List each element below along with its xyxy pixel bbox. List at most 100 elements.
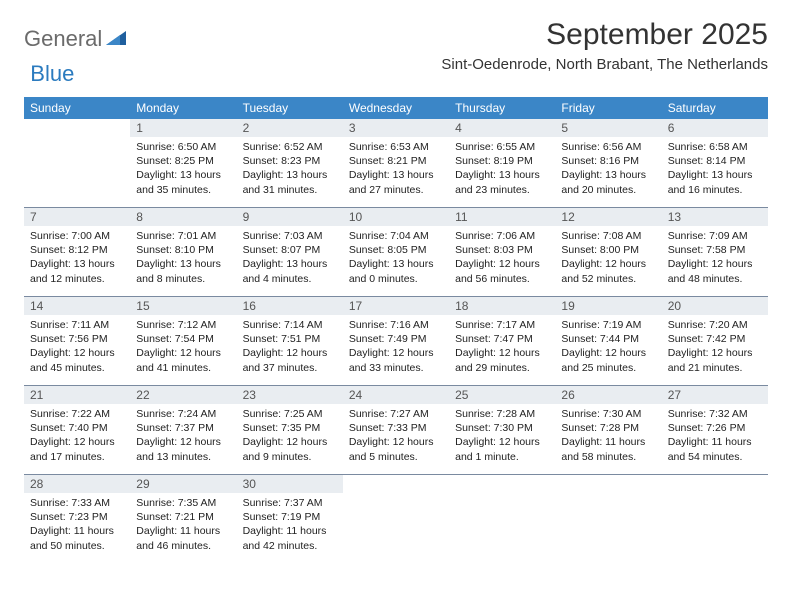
sunset-text: Sunset: 8:21 PM bbox=[349, 154, 443, 168]
calendar-day-cell: 15Sunrise: 7:12 AMSunset: 7:54 PMDayligh… bbox=[130, 297, 236, 386]
day-number: 4 bbox=[449, 119, 555, 137]
calendar-day-cell: 6Sunrise: 6:58 AMSunset: 8:14 PMDaylight… bbox=[662, 119, 768, 208]
daylight-text: Daylight: 12 hours and 37 minutes. bbox=[243, 346, 337, 374]
calendar-day-cell: 22Sunrise: 7:24 AMSunset: 7:37 PMDayligh… bbox=[130, 386, 236, 475]
day-number: 8 bbox=[130, 208, 236, 226]
daylight-text: Daylight: 11 hours and 54 minutes. bbox=[668, 435, 762, 463]
sunset-text: Sunset: 7:30 PM bbox=[455, 421, 549, 435]
sunrise-text: Sunrise: 7:04 AM bbox=[349, 229, 443, 243]
day-number: 12 bbox=[555, 208, 661, 226]
day-number: 27 bbox=[662, 386, 768, 404]
day-body: Sunrise: 7:30 AMSunset: 7:28 PMDaylight:… bbox=[555, 404, 661, 468]
calendar-day-cell: 28Sunrise: 7:33 AMSunset: 7:23 PMDayligh… bbox=[24, 475, 130, 564]
sunrise-text: Sunrise: 7:17 AM bbox=[455, 318, 549, 332]
page-title: September 2025 bbox=[441, 18, 768, 52]
weekday-sunday: Sunday bbox=[24, 97, 130, 119]
sunrise-text: Sunrise: 7:37 AM bbox=[243, 496, 337, 510]
day-number: 24 bbox=[343, 386, 449, 404]
day-body: Sunrise: 7:19 AMSunset: 7:44 PMDaylight:… bbox=[555, 315, 661, 379]
sunrise-text: Sunrise: 7:32 AM bbox=[668, 407, 762, 421]
sunset-text: Sunset: 8:19 PM bbox=[455, 154, 549, 168]
daylight-text: Daylight: 13 hours and 31 minutes. bbox=[243, 168, 337, 196]
calendar-day-cell: 14Sunrise: 7:11 AMSunset: 7:56 PMDayligh… bbox=[24, 297, 130, 386]
sunrise-text: Sunrise: 6:55 AM bbox=[455, 140, 549, 154]
daylight-text: Daylight: 11 hours and 42 minutes. bbox=[243, 524, 337, 552]
calendar-day-cell: 18Sunrise: 7:17 AMSunset: 7:47 PMDayligh… bbox=[449, 297, 555, 386]
day-body: Sunrise: 7:09 AMSunset: 7:58 PMDaylight:… bbox=[662, 226, 768, 290]
daylight-text: Daylight: 12 hours and 17 minutes. bbox=[30, 435, 124, 463]
calendar-day-cell: 25Sunrise: 7:28 AMSunset: 7:30 PMDayligh… bbox=[449, 386, 555, 475]
calendar-day-cell: 4 Sunrise: 6:55 AMSunset: 8:19 PMDaylight… bbox=[449, 119, 555, 208]
daylight-text: Daylight: 12 hours and 56 minutes. bbox=[455, 257, 549, 285]
sunrise-text: Sunrise: 6:58 AM bbox=[668, 140, 762, 154]
sunrise-text: Sunrise: 7:33 AM bbox=[30, 496, 124, 510]
calendar-table: Sunday Monday Tuesday Wednesday Thursday… bbox=[24, 97, 768, 563]
sunset-text: Sunset: 8:03 PM bbox=[455, 243, 549, 257]
daylight-text: Daylight: 12 hours and 13 minutes. bbox=[136, 435, 230, 463]
sunset-text: Sunset: 7:47 PM bbox=[455, 332, 549, 346]
weekday-tuesday: Tuesday bbox=[237, 97, 343, 119]
sunset-text: Sunset: 8:12 PM bbox=[30, 243, 124, 257]
day-number: 25 bbox=[449, 386, 555, 404]
day-number: 2 bbox=[237, 119, 343, 137]
day-body: Sunrise: 6:50 AMSunset: 8:25 PMDaylight:… bbox=[130, 137, 236, 201]
daylight-text: Daylight: 12 hours and 33 minutes. bbox=[349, 346, 443, 374]
day-body: Sunrise: 7:28 AMSunset: 7:30 PMDaylight:… bbox=[449, 404, 555, 468]
calendar-day-cell: 29Sunrise: 7:35 AMSunset: 7:21 PMDayligh… bbox=[130, 475, 236, 564]
sunset-text: Sunset: 7:40 PM bbox=[30, 421, 124, 435]
day-number: 10 bbox=[343, 208, 449, 226]
weekday-saturday: Saturday bbox=[662, 97, 768, 119]
sunrise-text: Sunrise: 6:52 AM bbox=[243, 140, 337, 154]
sunset-text: Sunset: 8:07 PM bbox=[243, 243, 337, 257]
weekday-monday: Monday bbox=[130, 97, 236, 119]
day-number: 13 bbox=[662, 208, 768, 226]
day-body: Sunrise: 7:12 AMSunset: 7:54 PMDaylight:… bbox=[130, 315, 236, 379]
daylight-text: Daylight: 13 hours and 12 minutes. bbox=[30, 257, 124, 285]
sunset-text: Sunset: 7:54 PM bbox=[136, 332, 230, 346]
calendar-day-cell bbox=[24, 119, 130, 208]
calendar-week-row: 1Sunrise: 6:50 AMSunset: 8:25 PMDaylight… bbox=[24, 119, 768, 208]
calendar-week-row: 14Sunrise: 7:11 AMSunset: 7:56 PMDayligh… bbox=[24, 297, 768, 386]
day-number: 9 bbox=[237, 208, 343, 226]
sunrise-text: Sunrise: 7:20 AM bbox=[668, 318, 762, 332]
calendar-day-cell bbox=[662, 475, 768, 564]
day-body: Sunrise: 7:06 AMSunset: 8:03 PMDaylight:… bbox=[449, 226, 555, 290]
day-number: 19 bbox=[555, 297, 661, 315]
daylight-text: Daylight: 11 hours and 50 minutes. bbox=[30, 524, 124, 552]
day-body: Sunrise: 7:01 AMSunset: 8:10 PMDaylight:… bbox=[130, 226, 236, 290]
sunrise-text: Sunrise: 7:03 AM bbox=[243, 229, 337, 243]
sunset-text: Sunset: 8:00 PM bbox=[561, 243, 655, 257]
day-number: 1 bbox=[130, 119, 236, 137]
sunset-text: Sunset: 7:33 PM bbox=[349, 421, 443, 435]
day-body: Sunrise: 6:58 AMSunset: 8:14 PMDaylight:… bbox=[662, 137, 768, 201]
day-body: Sunrise: 7:25 AMSunset: 7:35 PMDaylight:… bbox=[237, 404, 343, 468]
sunset-text: Sunset: 8:14 PM bbox=[668, 154, 762, 168]
day-body: Sunrise: 7:16 AMSunset: 7:49 PMDaylight:… bbox=[343, 315, 449, 379]
sunrise-text: Sunrise: 7:35 AM bbox=[136, 496, 230, 510]
day-number: 30 bbox=[237, 475, 343, 493]
daylight-text: Daylight: 13 hours and 35 minutes. bbox=[136, 168, 230, 196]
daylight-text: Daylight: 12 hours and 21 minutes. bbox=[668, 346, 762, 374]
sunrise-text: Sunrise: 7:24 AM bbox=[136, 407, 230, 421]
sunset-text: Sunset: 8:23 PM bbox=[243, 154, 337, 168]
sunset-text: Sunset: 7:37 PM bbox=[136, 421, 230, 435]
sunrise-text: Sunrise: 7:25 AM bbox=[243, 407, 337, 421]
calendar-day-cell: 26Sunrise: 7:30 AMSunset: 7:28 PMDayligh… bbox=[555, 386, 661, 475]
day-number: 15 bbox=[130, 297, 236, 315]
sunset-text: Sunset: 7:49 PM bbox=[349, 332, 443, 346]
calendar-week-row: 21Sunrise: 7:22 AMSunset: 7:40 PMDayligh… bbox=[24, 386, 768, 475]
page-subtitle: Sint-Oedenrode, North Brabant, The Nethe… bbox=[441, 56, 768, 73]
sunrise-text: Sunrise: 7:06 AM bbox=[455, 229, 549, 243]
logo-triangle-icon bbox=[106, 29, 126, 50]
sunset-text: Sunset: 8:05 PM bbox=[349, 243, 443, 257]
calendar-day-cell: 30Sunrise: 7:37 AMSunset: 7:19 PMDayligh… bbox=[237, 475, 343, 564]
day-number: 5 bbox=[555, 119, 661, 137]
day-number: 18 bbox=[449, 297, 555, 315]
sunrise-text: Sunrise: 7:08 AM bbox=[561, 229, 655, 243]
daylight-text: Daylight: 13 hours and 23 minutes. bbox=[455, 168, 549, 196]
day-body: Sunrise: 6:56 AMSunset: 8:16 PMDaylight:… bbox=[555, 137, 661, 201]
daylight-text: Daylight: 13 hours and 16 minutes. bbox=[668, 168, 762, 196]
sunset-text: Sunset: 8:16 PM bbox=[561, 154, 655, 168]
calendar-day-cell: 17Sunrise: 7:16 AMSunset: 7:49 PMDayligh… bbox=[343, 297, 449, 386]
calendar-day-cell: 20Sunrise: 7:20 AMSunset: 7:42 PMDayligh… bbox=[662, 297, 768, 386]
